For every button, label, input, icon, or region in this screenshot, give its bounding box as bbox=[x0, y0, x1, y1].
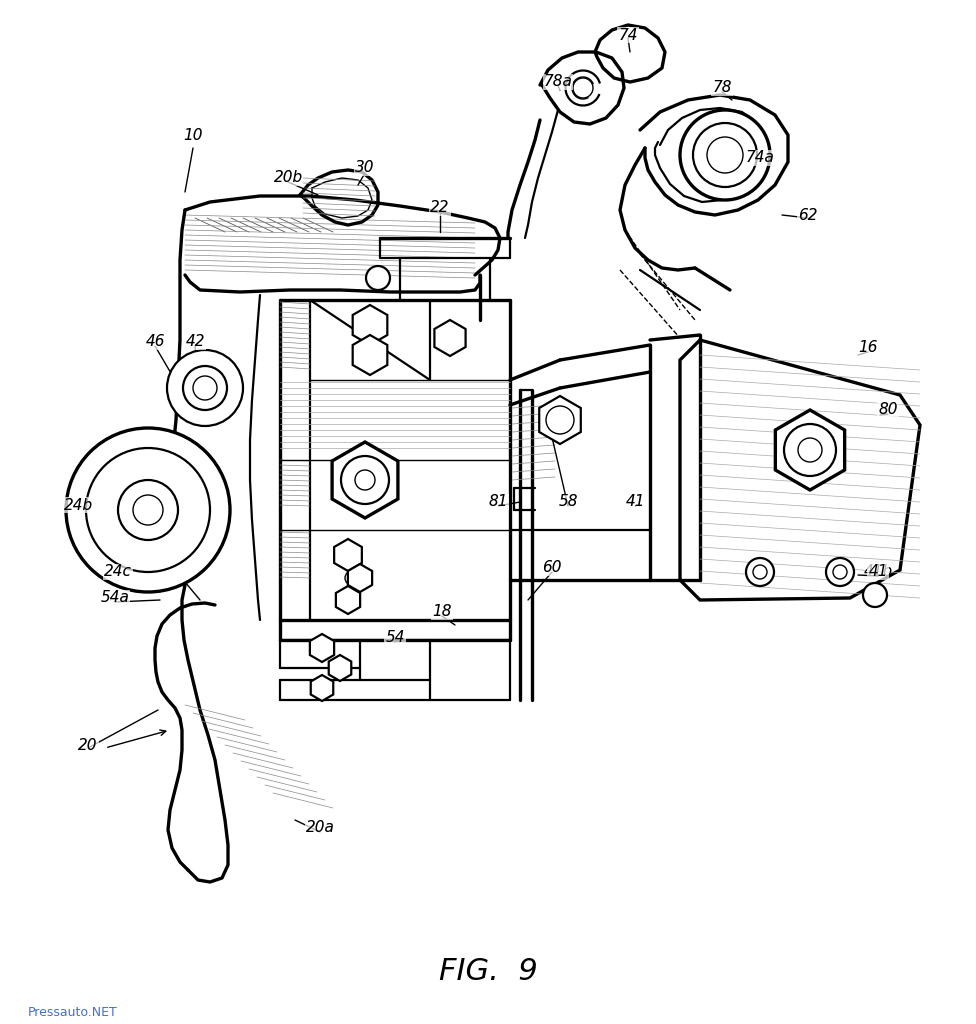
Polygon shape bbox=[775, 410, 844, 490]
Text: 24b: 24b bbox=[63, 498, 93, 512]
Text: 20a: 20a bbox=[305, 820, 335, 836]
Circle shape bbox=[341, 456, 389, 504]
Circle shape bbox=[573, 78, 593, 98]
Text: Pressauto.NET: Pressauto.NET bbox=[28, 1006, 118, 1019]
Text: 78: 78 bbox=[712, 81, 732, 95]
Circle shape bbox=[784, 424, 836, 476]
Circle shape bbox=[66, 428, 230, 592]
Text: 74a: 74a bbox=[746, 151, 774, 166]
Text: 62: 62 bbox=[798, 208, 818, 222]
Text: 80: 80 bbox=[878, 402, 898, 418]
Text: 58: 58 bbox=[558, 495, 578, 510]
Circle shape bbox=[183, 366, 227, 410]
Text: 24c: 24c bbox=[104, 564, 132, 580]
Text: 20: 20 bbox=[78, 737, 98, 753]
Text: 20: 20 bbox=[78, 737, 98, 753]
Text: 78a: 78a bbox=[544, 75, 573, 89]
Text: 41b: 41b bbox=[864, 564, 893, 580]
Text: 54a: 54a bbox=[101, 591, 130, 605]
Text: 16: 16 bbox=[858, 341, 877, 355]
Text: 24c: 24c bbox=[104, 564, 132, 580]
Polygon shape bbox=[434, 319, 466, 356]
Text: 78a: 78a bbox=[544, 75, 573, 89]
Circle shape bbox=[167, 350, 243, 426]
Text: 54: 54 bbox=[386, 631, 405, 645]
Text: 20b: 20b bbox=[273, 171, 303, 185]
Polygon shape bbox=[352, 305, 387, 345]
Text: 10: 10 bbox=[183, 128, 203, 142]
Text: 46: 46 bbox=[145, 335, 165, 349]
Circle shape bbox=[118, 480, 178, 540]
Text: 78: 78 bbox=[712, 81, 732, 95]
Text: 10: 10 bbox=[183, 128, 203, 142]
Text: 18: 18 bbox=[432, 604, 452, 620]
Text: 81: 81 bbox=[488, 495, 508, 510]
Text: 74: 74 bbox=[618, 28, 637, 43]
Text: 18: 18 bbox=[432, 604, 452, 620]
Text: 80: 80 bbox=[878, 402, 898, 418]
Polygon shape bbox=[329, 655, 351, 681]
Text: 46: 46 bbox=[145, 335, 165, 349]
Text: 74a: 74a bbox=[746, 151, 774, 166]
Text: 30: 30 bbox=[355, 161, 375, 175]
Text: 41: 41 bbox=[626, 495, 645, 510]
Polygon shape bbox=[336, 586, 360, 614]
Text: 16: 16 bbox=[858, 341, 877, 355]
Text: 81: 81 bbox=[488, 495, 508, 510]
Circle shape bbox=[826, 558, 854, 586]
Text: 30: 30 bbox=[355, 161, 375, 175]
Text: 20a: 20a bbox=[305, 820, 335, 836]
Polygon shape bbox=[539, 396, 581, 444]
Circle shape bbox=[366, 266, 390, 290]
Text: 24b: 24b bbox=[63, 498, 93, 512]
Polygon shape bbox=[332, 442, 398, 518]
Text: 22: 22 bbox=[430, 201, 450, 215]
Polygon shape bbox=[310, 675, 333, 701]
Text: 54a: 54a bbox=[101, 591, 130, 605]
Text: 62: 62 bbox=[798, 208, 818, 222]
Text: 74: 74 bbox=[618, 28, 637, 43]
Circle shape bbox=[680, 110, 770, 200]
Polygon shape bbox=[347, 564, 372, 592]
Text: 60: 60 bbox=[543, 560, 562, 575]
Text: 20b: 20b bbox=[273, 171, 303, 185]
Circle shape bbox=[863, 583, 887, 607]
Polygon shape bbox=[352, 335, 387, 375]
Text: 41: 41 bbox=[869, 564, 888, 580]
Polygon shape bbox=[309, 634, 334, 662]
Text: 41: 41 bbox=[626, 495, 645, 510]
Text: 42: 42 bbox=[185, 335, 205, 349]
Text: FIG.  9: FIG. 9 bbox=[438, 957, 538, 986]
Text: 22: 22 bbox=[430, 201, 450, 215]
Polygon shape bbox=[334, 539, 362, 571]
Circle shape bbox=[746, 558, 774, 586]
Text: 42: 42 bbox=[185, 335, 205, 349]
Text: 54: 54 bbox=[386, 631, 405, 645]
Circle shape bbox=[86, 449, 210, 572]
Text: 60: 60 bbox=[543, 560, 562, 575]
Text: 58: 58 bbox=[558, 495, 578, 510]
